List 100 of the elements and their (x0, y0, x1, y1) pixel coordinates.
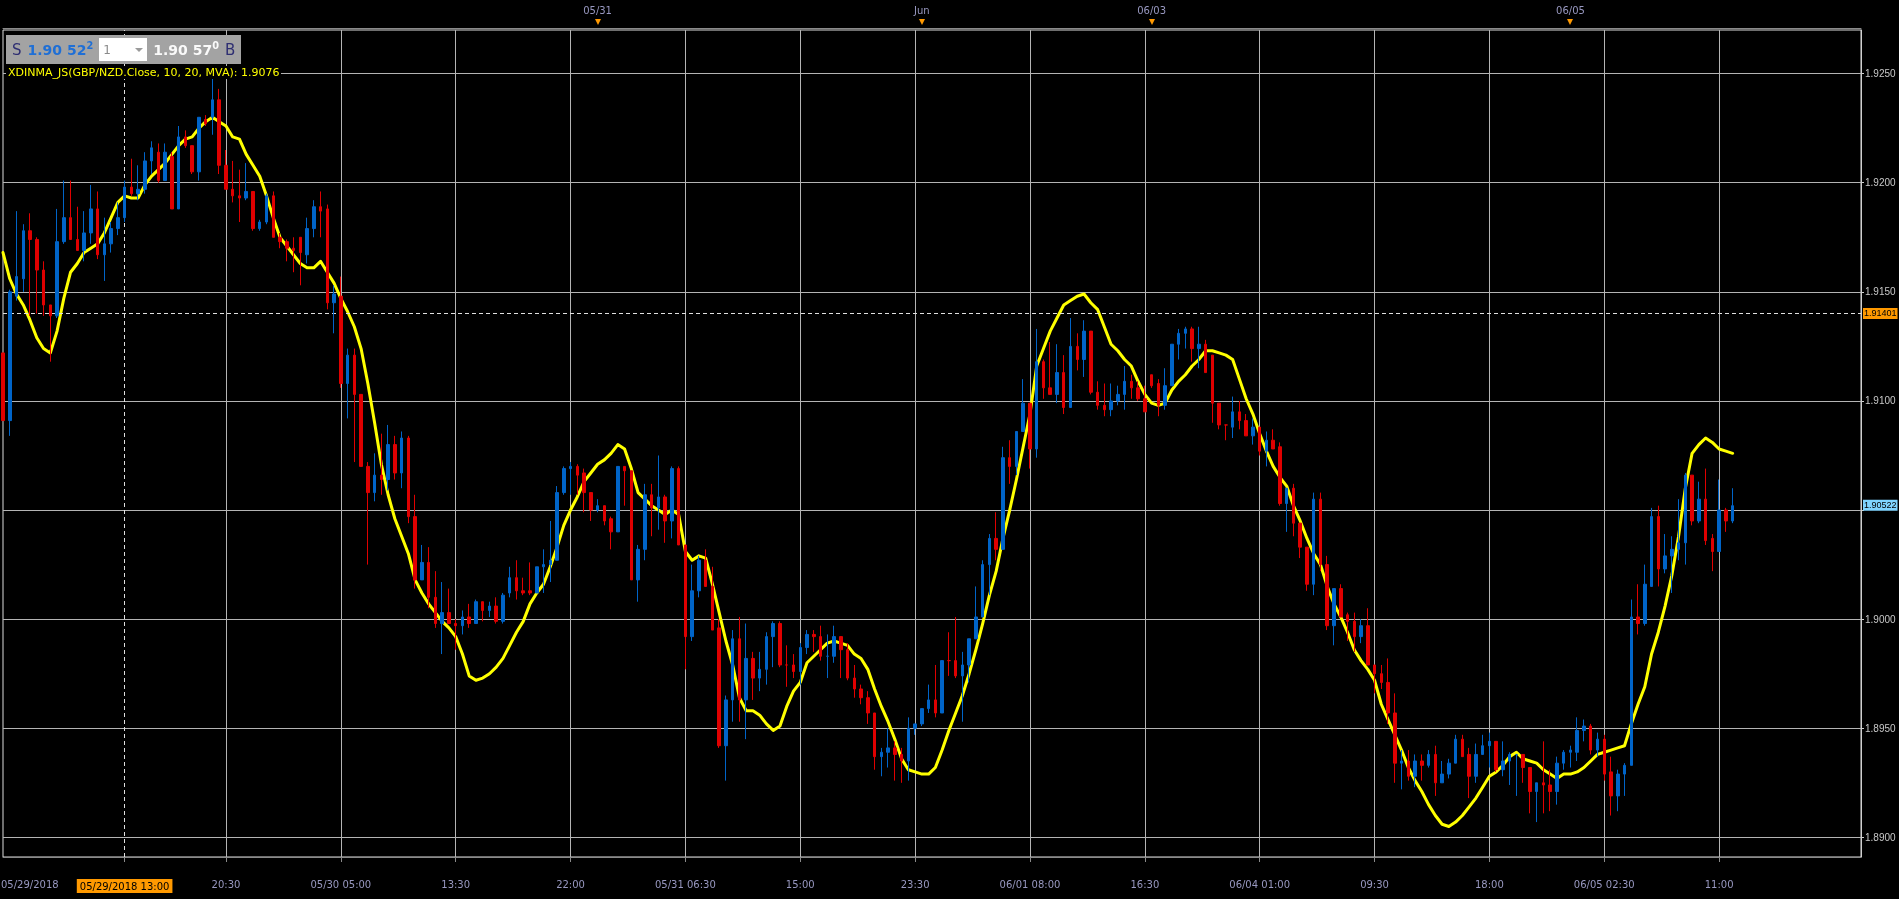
x-tick-label: 06/05 02:30 (1573, 878, 1635, 890)
candlestick (353, 348, 356, 463)
annotation: 1.90522 (1864, 500, 1897, 511)
annotation: S (12, 40, 22, 59)
candlestick (853, 664, 856, 699)
candlestick (521, 577, 525, 596)
candlestick (1048, 341, 1052, 395)
candlestick (555, 485, 559, 561)
candlestick (1657, 505, 1660, 587)
quantity-field: 1 (99, 38, 148, 61)
candlestick (1575, 716, 1579, 762)
y-tick-label: 1.9200 (1865, 177, 1897, 189)
candlestick (582, 468, 586, 513)
candlestick (1386, 657, 1390, 725)
candlestick (1521, 753, 1525, 784)
candlestick (1096, 380, 1099, 411)
candlestick (1697, 481, 1701, 524)
candlestick (1508, 751, 1511, 786)
candlestick (785, 644, 788, 688)
candlestick (1, 352, 5, 422)
candlestick (285, 238, 289, 262)
candlestick (1440, 760, 1444, 784)
candlestick (224, 149, 228, 190)
candlestick (576, 463, 579, 496)
candlestick (96, 190, 99, 260)
candlestick (1420, 753, 1424, 782)
candlestick (859, 684, 863, 705)
x-tick-label: 23:30 (900, 878, 930, 890)
candlestick (1589, 723, 1592, 755)
candlestick (251, 190, 255, 232)
text: 05/29/2018 (1, 878, 59, 891)
candlestick (278, 232, 282, 249)
candlestick (1569, 745, 1572, 769)
x-tick-label: 06/01 08:00 (999, 878, 1061, 890)
annotation: 1.90 57$^{0}$ (153, 39, 219, 58)
candlestick (1609, 756, 1613, 817)
candlestick (1380, 664, 1383, 690)
y-tick-label: 1.9250 (1865, 68, 1897, 80)
candlestick (704, 548, 707, 587)
candlestick (974, 585, 978, 640)
candlestick (630, 470, 633, 581)
candlestick (799, 642, 802, 686)
candlestick (846, 642, 849, 681)
candlestick (812, 629, 816, 653)
candlestick (116, 201, 120, 236)
candlestick (1373, 664, 1376, 694)
y-tick-label: 1.8900 (1865, 831, 1897, 843)
candlestick (1251, 417, 1255, 446)
candlestick (596, 498, 599, 513)
candlestick (1001, 446, 1005, 550)
candlestick (1542, 740, 1545, 814)
text: XDINMA_JS(GBP/NZD.Close, 10, 20, MVA): 1.9076 (6, 66, 282, 79)
candlestick (1109, 382, 1113, 417)
candlestick (1021, 378, 1025, 432)
candlestick (900, 747, 903, 784)
candlestick (1319, 492, 1322, 572)
candlestick (690, 564, 694, 642)
candlestick (373, 452, 376, 502)
candlestick (1603, 734, 1606, 782)
annotation: 1 (103, 42, 111, 57)
candlestick (454, 618, 457, 651)
candlestick (89, 184, 93, 245)
candlestick (386, 424, 390, 491)
candlestick (616, 465, 620, 533)
candlestick (1717, 479, 1721, 553)
candlestick (1015, 431, 1018, 476)
y-tick-label: 1.9150 (1865, 286, 1897, 298)
x-tick-label: 16:30 (1130, 878, 1160, 890)
category-label: Jun (913, 4, 930, 16)
candlestick (819, 625, 822, 662)
candlestick (717, 618, 721, 749)
candlestick (684, 544, 687, 670)
candlestick (407, 435, 410, 524)
x-tick-label: 06/04 01:00 (1229, 878, 1291, 890)
candlestick (339, 276, 343, 389)
candlestick (82, 210, 86, 262)
candlestick (143, 151, 147, 195)
candlestick (738, 616, 741, 723)
candlestick (1082, 319, 1086, 378)
candlestick (1494, 740, 1498, 773)
candlestick (231, 160, 234, 203)
candlestick (474, 599, 478, 625)
candlestick (1042, 358, 1045, 400)
candlestick (136, 164, 140, 201)
candlestick (1150, 374, 1153, 389)
candlestick (1548, 769, 1552, 812)
candlestick (184, 129, 187, 149)
candlestick (305, 217, 309, 264)
candlestick (1035, 328, 1038, 459)
candlestick (163, 142, 167, 182)
candlestick (22, 223, 25, 293)
candlestick (1582, 719, 1586, 742)
x-tick-label: 11:00 (1704, 878, 1734, 890)
candlestick (880, 747, 883, 777)
candlestick (1400, 749, 1403, 790)
candlestick (1143, 385, 1147, 413)
candlestick (1488, 732, 1491, 769)
candlestick (697, 555, 701, 598)
candlestick (1596, 732, 1599, 758)
candlestick (1481, 734, 1484, 755)
